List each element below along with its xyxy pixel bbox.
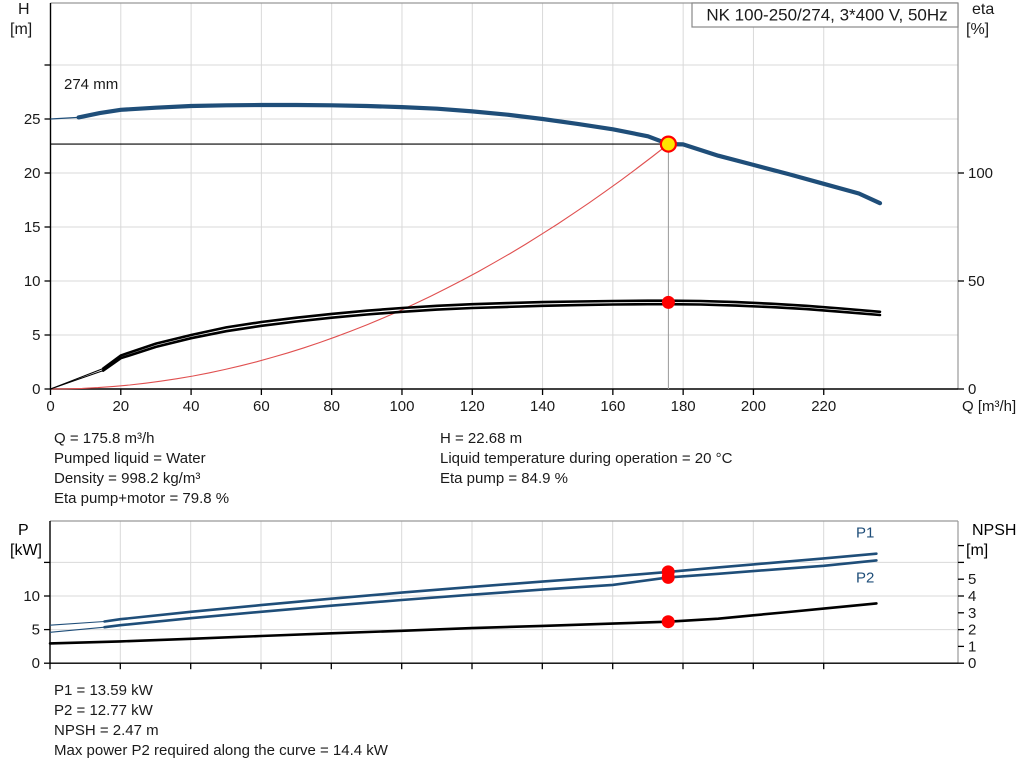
- svg-text:0: 0: [32, 655, 40, 672]
- svg-text:1: 1: [968, 638, 976, 655]
- svg-text:100: 100: [389, 398, 414, 415]
- svg-text:0: 0: [32, 381, 40, 398]
- svg-text:120: 120: [460, 398, 485, 415]
- svg-text:NPSH: NPSH: [972, 522, 1016, 539]
- svg-text:180: 180: [671, 398, 696, 415]
- svg-text:15: 15: [24, 219, 41, 236]
- svg-text:20: 20: [112, 398, 129, 415]
- svg-text:P: P: [18, 522, 29, 539]
- svg-text:P2: P2: [856, 569, 874, 586]
- svg-text:P1: P1: [856, 525, 874, 542]
- svg-text:60: 60: [253, 398, 270, 415]
- svg-text:10: 10: [24, 273, 41, 290]
- svg-text:20: 20: [24, 165, 41, 182]
- svg-text:[m]: [m]: [966, 542, 988, 559]
- svg-text:5: 5: [32, 622, 40, 639]
- svg-text:274 mm: 274 mm: [64, 76, 118, 93]
- svg-text:NK 100-250/274, 3*400 V, 50Hz: NK 100-250/274, 3*400 V, 50Hz: [706, 6, 947, 25]
- svg-text:25: 25: [24, 111, 41, 128]
- svg-text:220: 220: [811, 398, 836, 415]
- svg-text:10: 10: [23, 588, 40, 605]
- svg-text:4: 4: [968, 588, 976, 605]
- svg-text:40: 40: [183, 398, 200, 415]
- svg-text:0: 0: [968, 655, 976, 672]
- svg-text:eta: eta: [972, 1, 994, 18]
- svg-text:3: 3: [968, 605, 976, 622]
- svg-text:5: 5: [32, 327, 40, 344]
- svg-text:140: 140: [530, 398, 555, 415]
- svg-text:Q [m³/h]: Q [m³/h]: [962, 398, 1016, 415]
- svg-text:[kW]: [kW]: [10, 542, 42, 559]
- svg-text:[m]: [m]: [10, 21, 32, 38]
- svg-text:80: 80: [323, 398, 340, 415]
- svg-text:5: 5: [968, 571, 976, 588]
- svg-text:100: 100: [968, 165, 993, 182]
- svg-text:200: 200: [741, 398, 766, 415]
- svg-text:[%]: [%]: [966, 21, 989, 38]
- svg-text:2: 2: [968, 622, 976, 639]
- svg-text:50: 50: [968, 273, 985, 290]
- svg-text:0: 0: [968, 381, 976, 398]
- svg-text:0: 0: [46, 398, 54, 415]
- svg-text:160: 160: [600, 398, 625, 415]
- svg-text:H: H: [18, 1, 30, 18]
